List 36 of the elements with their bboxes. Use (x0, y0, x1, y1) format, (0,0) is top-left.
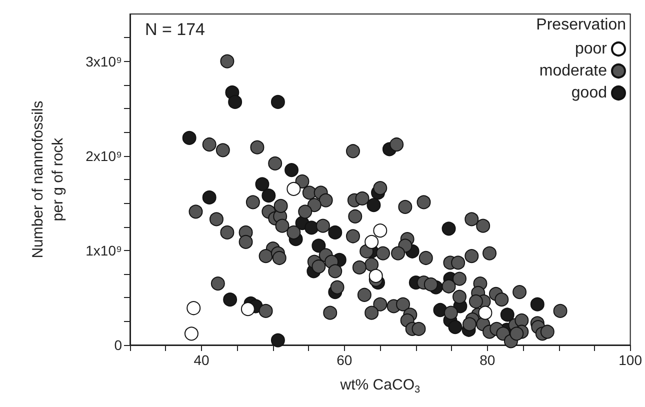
point (228, 94, 242, 109)
point (368, 268, 383, 283)
point (328, 225, 342, 240)
legend-label: moderate (539, 62, 608, 80)
point (262, 188, 276, 203)
y-tick-label: 1x10⁹ (86, 242, 122, 258)
annotation: N = 174 (145, 20, 206, 39)
legend-label: poor (574, 40, 608, 58)
point (364, 234, 379, 249)
point (255, 177, 270, 192)
point (182, 130, 196, 145)
x-tick-label: 40 (194, 352, 210, 368)
legend-label: good (571, 84, 607, 102)
point (366, 198, 381, 212)
point (202, 190, 216, 204)
x-tick-label: 80 (480, 352, 496, 368)
point (240, 302, 255, 316)
point (223, 292, 238, 307)
y-tick-label: 0 (114, 337, 122, 353)
point (270, 333, 285, 348)
y-axis-title: Number of nannofossils per g of rock (30, 100, 66, 258)
point (312, 238, 326, 253)
y-tick-label: 3x10⁹ (86, 53, 122, 70)
point (478, 306, 492, 320)
x-tick-label: 100 (618, 352, 642, 368)
point (284, 163, 299, 178)
point (442, 222, 456, 236)
point (448, 320, 462, 334)
point (530, 297, 544, 312)
x-tick-label: 60 (336, 352, 352, 368)
y-tick-label: 2x10⁹ (86, 148, 122, 164)
point (433, 303, 448, 318)
point (270, 94, 285, 109)
point (304, 220, 319, 235)
point (500, 308, 514, 322)
legend-title: Preservation (536, 16, 626, 34)
